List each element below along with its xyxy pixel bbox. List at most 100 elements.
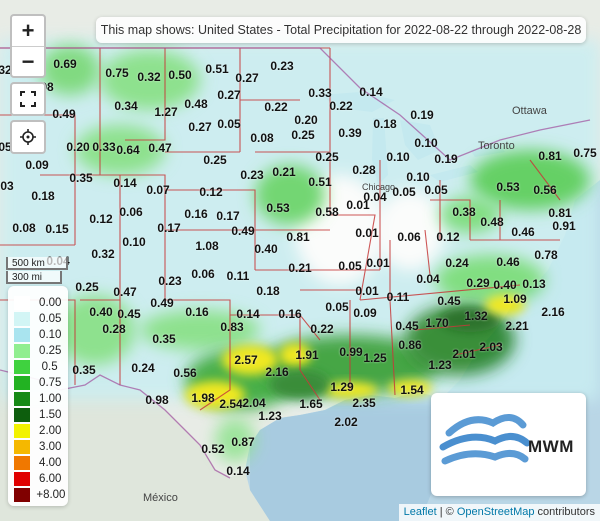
precip-value: 0.75 — [105, 66, 129, 80]
leaflet-link[interactable]: Leaflet — [403, 506, 437, 518]
precip-value: 0.47 — [148, 141, 172, 155]
state-boundaries — [0, 47, 561, 411]
precip-value: 1.25 — [363, 351, 387, 365]
precip-value: 0.18 — [31, 189, 55, 203]
legend-label: 1.50 — [39, 409, 62, 421]
precip-value: 0.24 — [445, 256, 469, 270]
legend: 0.00 0.05 0.10 0.25 0.5 0.75 1.00 1.50 2.00 3.00 4… — [8, 286, 68, 506]
precip-value: 0.81 — [548, 206, 572, 220]
legend-swatch — [14, 488, 30, 502]
precip-value: 0.12 — [436, 230, 460, 244]
precip-value: 0.06 — [191, 267, 215, 281]
precip-value: 0.53 — [266, 201, 290, 215]
precip-value: 0.01 — [346, 198, 370, 212]
precip-value: 0.49 — [231, 224, 255, 238]
zoom-control: + − — [10, 14, 46, 78]
precip-value: 0.12 — [199, 185, 223, 199]
legend-label: 0.5 — [41, 361, 58, 373]
precip-value: 0.52 — [201, 442, 225, 456]
precip-value: 0.58 — [315, 205, 339, 219]
precip-value: 0.12 — [89, 212, 113, 226]
legend-swatch — [14, 328, 30, 342]
precip-value: 0.32 — [91, 247, 115, 261]
precip-value: 0.10 — [122, 235, 146, 249]
precip-value: 0.56 — [533, 183, 557, 197]
precip-value: 0.34 — [114, 99, 138, 113]
precip-value: 0.22 — [329, 99, 353, 113]
precip-value: 0.87 — [231, 435, 255, 449]
precip-value: 0.20 — [66, 140, 90, 154]
precip-value: 1.08 — [195, 239, 219, 253]
legend-swatch — [14, 344, 30, 358]
fullscreen-button[interactable] — [10, 82, 46, 116]
precip-al-yellow — [388, 380, 432, 396]
precip-value: 0.39 — [338, 126, 362, 140]
zoom-out-button[interactable]: − — [12, 46, 44, 77]
precip-value: 0.16 — [184, 207, 208, 221]
locate-button[interactable] — [10, 120, 46, 154]
gulf-of-mexico — [250, 392, 445, 521]
precip-nc-yellow — [485, 295, 525, 315]
legend-swatch — [14, 472, 30, 486]
precip-value: 0.35 — [152, 332, 176, 346]
precip-value: 1.65 — [299, 397, 323, 411]
precip-value: 0.05 — [424, 183, 448, 197]
precip-value: 1.23 — [428, 358, 452, 372]
precip-value: 0.33 — [308, 86, 332, 100]
legend-swatch — [14, 376, 30, 390]
precip-value: 0.99 — [339, 345, 363, 359]
precip-value: 1.23 — [258, 409, 282, 423]
precip-value: 0.09 — [25, 158, 49, 172]
map-title: This map shows: United States - Total Pr… — [96, 17, 586, 43]
precip-value: 0.40 — [254, 242, 278, 256]
osm-link[interactable]: OpenStreetMap — [456, 506, 535, 518]
legend-swatch — [14, 312, 30, 326]
precip-value: 0.20 — [294, 113, 318, 127]
precip-value: 0.78 — [534, 248, 558, 262]
zoom-in-button[interactable]: + — [21, 18, 35, 43]
precip-value: 0.17 — [216, 209, 240, 223]
precip-value: 1.98 — [191, 391, 215, 405]
precip-value: 2.57 — [234, 353, 258, 367]
precip-value: 0.04 — [416, 272, 440, 286]
legend-entry: 4.00 — [14, 455, 68, 471]
precip-value: 0.48 — [480, 215, 504, 229]
precip-value: 0.56 — [173, 366, 197, 380]
legend-entry: 1.50 — [14, 407, 68, 423]
precip-value: 0.33 — [92, 140, 116, 154]
legend-label: 0.10 — [39, 329, 62, 341]
precip-value: 2.16 — [265, 365, 289, 379]
precip-idaho-green — [75, 125, 165, 175]
precip-value: 0.14 — [359, 85, 383, 99]
precip-value: 0.49 — [150, 296, 174, 310]
precip-value: 0.01 — [366, 256, 390, 270]
precip-value: 2.01 — [452, 347, 476, 361]
precip-value: 0.98 — [145, 393, 169, 407]
precip-value: 0.86 — [398, 338, 422, 352]
precip-value: 0.11 — [226, 269, 250, 283]
precip-value: 0.81 — [538, 149, 562, 163]
precip-value: 0.23 — [158, 274, 182, 288]
precip-value: 0.47 — [113, 285, 137, 299]
legend-label: 1.00 — [39, 393, 62, 405]
precip-value: 0.46 — [511, 225, 535, 239]
precip-value: 0.81 — [286, 230, 310, 244]
place-label-mexico: México — [143, 492, 178, 504]
precip-value: 0.05 — [217, 117, 241, 131]
precip-value: 0.10 — [406, 170, 430, 184]
precip-stx-green — [215, 418, 255, 462]
precip-value: 03 — [0, 179, 14, 193]
legend-label: 0.75 — [39, 377, 62, 389]
precip-value: 0.15 — [45, 222, 69, 236]
us-canada-border — [0, 47, 591, 161]
precip-value: 0.11 — [386, 290, 410, 304]
attrib-suffix: contributors — [534, 506, 595, 518]
precip-value: 0.13 — [522, 277, 546, 291]
place-label-ottawa: Ottawa — [512, 105, 547, 117]
precip-value: 0.05 — [325, 300, 349, 314]
logo-text: MWM — [528, 437, 574, 456]
legend-swatch — [14, 360, 30, 374]
precip-value: 0.83 — [220, 320, 244, 334]
precip-value: 0.40 — [493, 278, 517, 292]
